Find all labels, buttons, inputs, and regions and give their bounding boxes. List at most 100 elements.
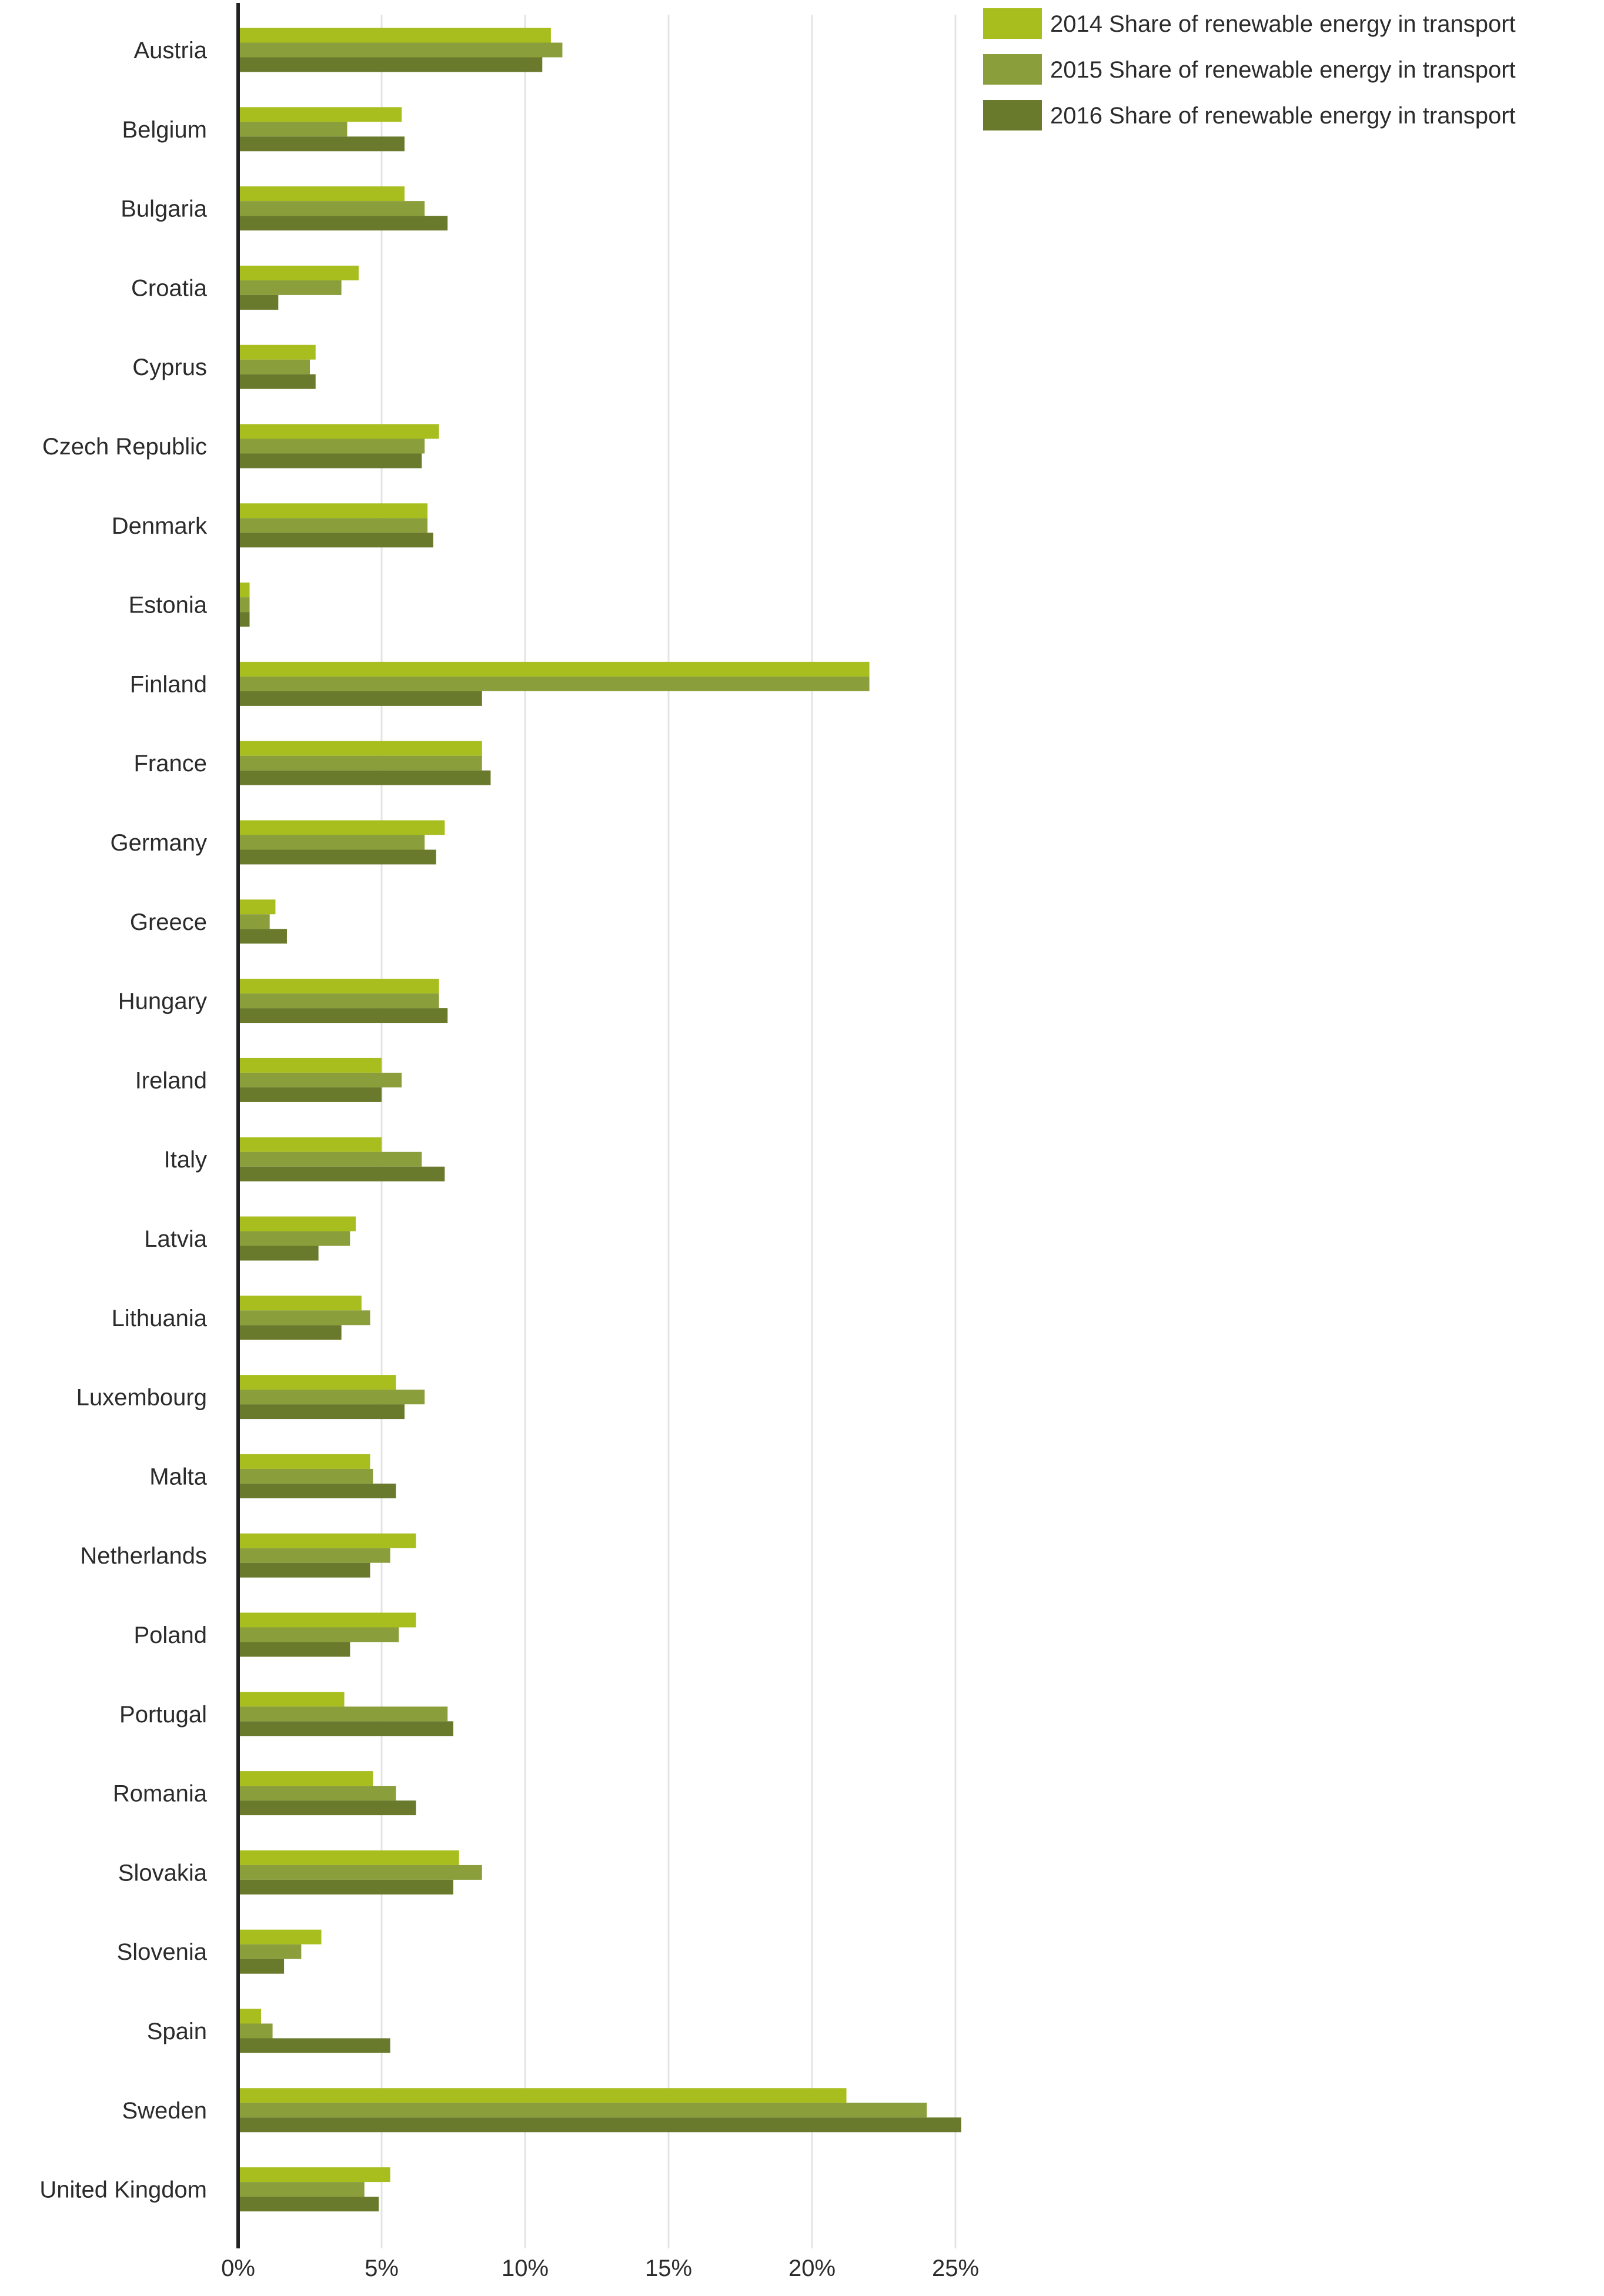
bar [238, 1087, 382, 1102]
category-label: Portugal [119, 1702, 207, 1728]
bar [238, 186, 405, 202]
bar [238, 42, 563, 58]
bar [238, 1533, 416, 1548]
bar [238, 741, 482, 756]
bar [238, 1944, 302, 1959]
category-label: Spain [147, 2019, 207, 2044]
bar [238, 661, 870, 677]
bar [238, 1390, 425, 1405]
category-label: Greece [130, 909, 207, 935]
bar [238, 136, 405, 152]
category-label: Luxembourg [76, 1385, 207, 1411]
category-label: Poland [133, 1622, 207, 1648]
bar [238, 280, 342, 295]
category-label: Finland [130, 671, 207, 697]
bar [238, 2088, 847, 2103]
x-tick-label: 20% [788, 2255, 836, 2281]
bar [238, 265, 359, 280]
category-label: Slovakia [118, 1860, 208, 1886]
category-labels: Austria Belgium Bulgaria Croatia Cyprus Czech… [39, 38, 208, 2203]
grid-lines [380, 15, 957, 2248]
bar [238, 1296, 362, 1311]
category-label: Austria [134, 38, 208, 63]
category-label: Belgium [122, 117, 207, 143]
category-label: Ireland [135, 1067, 207, 1093]
bar [238, 1152, 422, 1167]
bar [238, 1216, 356, 1231]
category-label: Slovenia [117, 1939, 208, 1965]
bar [238, 1879, 453, 1895]
bar [238, 849, 436, 865]
bar [238, 533, 433, 548]
bar [238, 929, 287, 944]
bar [238, 1375, 396, 1390]
legend-label: 2015 Share of renewable energy in transp… [1050, 57, 1516, 83]
bar [238, 216, 448, 231]
bar [238, 1800, 416, 1816]
category-label: Sweden [122, 2098, 207, 2124]
bar [238, 1771, 373, 1786]
category-label: Germany [111, 830, 208, 856]
bar [238, 1642, 350, 1657]
bar [238, 1137, 382, 1152]
bar [238, 294, 279, 310]
x-tick-label: 5% [365, 2255, 399, 2281]
bar [238, 691, 482, 706]
bar [238, 2103, 927, 2118]
bar [238, 2038, 390, 2053]
category-label: Netherlands [80, 1543, 207, 1569]
bar [238, 344, 316, 360]
category-label: Italy [164, 1147, 207, 1173]
bar [238, 439, 425, 454]
category-label: Lithuania [112, 1306, 208, 1331]
bar [238, 1008, 448, 1023]
bar [238, 57, 543, 72]
bar [238, 1246, 319, 1261]
bar [238, 1929, 322, 1944]
category-label: Estonia [129, 593, 208, 618]
bar [238, 1562, 370, 1578]
bar [238, 424, 439, 439]
bar [238, 597, 250, 613]
legend-swatch [983, 8, 1042, 39]
bar [238, 1612, 416, 1628]
category-label: Latvia [144, 1226, 207, 1252]
bar [238, 2197, 379, 2212]
bar [238, 1057, 382, 1073]
bar [238, 2009, 262, 2024]
x-tick-labels: 0% 5% 10% 15% 20% 25% [221, 2255, 979, 2281]
bar [238, 583, 250, 598]
bar [238, 1865, 482, 1880]
bar [238, 835, 425, 850]
bar [238, 107, 402, 122]
category-label: France [134, 751, 208, 777]
bars [238, 28, 961, 2212]
bar [238, 1231, 350, 1246]
bar [238, 1310, 370, 1326]
category-label: Czech Republic [42, 434, 207, 460]
category-label: Cyprus [132, 354, 207, 380]
bar [238, 1959, 285, 1974]
bar [238, 201, 425, 216]
legend-label: 2014 Share of renewable energy in transp… [1050, 11, 1516, 37]
bar [238, 770, 491, 785]
bar [238, 993, 439, 1009]
category-label: Denmark [112, 513, 208, 539]
bar [238, 914, 270, 929]
x-tick-label: 25% [932, 2255, 979, 2281]
bar [238, 1850, 459, 1865]
bar [238, 1325, 342, 1340]
bar [238, 1721, 453, 1736]
bar [238, 1468, 373, 1484]
legend-swatch [983, 54, 1042, 85]
x-tick-label: 10% [502, 2255, 549, 2281]
bar [238, 359, 310, 374]
category-label: Hungary [118, 989, 207, 1015]
bar [238, 122, 347, 137]
x-tick-label: 0% [221, 2255, 255, 2281]
category-label: United Kingdom [39, 2177, 207, 2203]
bar [238, 28, 551, 43]
bar [238, 1072, 402, 1087]
bar [238, 1166, 445, 1182]
